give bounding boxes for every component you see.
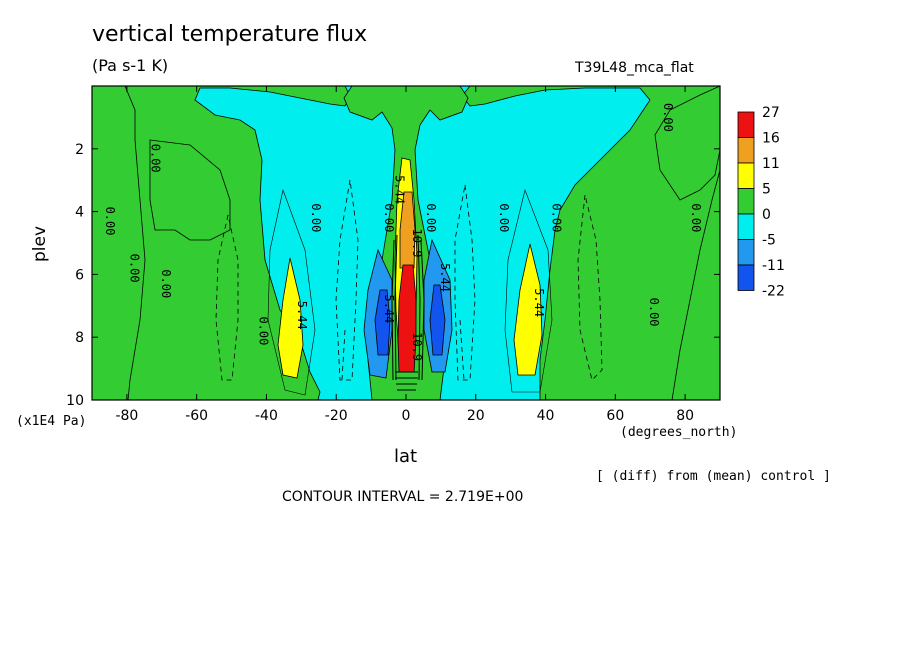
strong-negative-regions <box>374 284 446 356</box>
x-tick-label: 0 <box>402 408 411 424</box>
colorbar-swatch <box>737 213 755 240</box>
colorbar-level-label: -22 <box>762 284 785 300</box>
contour-label: 0.00 <box>550 203 564 232</box>
contour-label: 0.00 <box>382 203 396 232</box>
colorbar-swatch <box>737 264 755 291</box>
contour-label: 0.00 <box>148 144 162 173</box>
contour-label: 5.44 <box>295 301 309 330</box>
contour-label: 0.00 <box>127 254 141 283</box>
contour-label: 10.9 <box>410 229 424 258</box>
colorbar-swatch <box>737 188 755 215</box>
x-tick-label: -20 <box>325 408 348 424</box>
contour-label: 0.00 <box>309 203 323 232</box>
colorbar-level-label: -11 <box>762 258 785 274</box>
x-tick-label: -80 <box>115 408 138 424</box>
x-axis-label: lat <box>394 446 418 467</box>
x-tick-label: 40 <box>537 408 555 424</box>
diff-note: [ (diff) from (mean) control ] <box>596 469 831 484</box>
y-tick-label: 10 <box>66 393 84 409</box>
x-ticks: -80 -60 -40 -20 0 20 40 60 80 <box>115 86 694 424</box>
colorbar-swatch <box>737 137 755 164</box>
orange-region <box>399 191 416 269</box>
colorbar-level-label: 11 <box>762 156 780 172</box>
dashed-contours <box>215 179 603 381</box>
equator-contour-lines <box>391 234 425 391</box>
contour-label: 0.00 <box>689 203 703 232</box>
x-tick-label: 60 <box>606 408 624 424</box>
chart-units: (Pa s-1 K) <box>92 56 169 75</box>
y-tick-label: 2 <box>75 142 84 158</box>
y-tick-label: 4 <box>75 205 84 221</box>
colorbar-swatch <box>737 239 755 266</box>
x-tick-label: -40 <box>255 408 278 424</box>
contour-label: 0.00 <box>661 103 675 132</box>
inner-contours <box>267 188 553 396</box>
x-tick-label: 80 <box>676 408 694 424</box>
colorbar: 27 16 11 5 0 -5 -11 -22 <box>737 105 785 300</box>
contour-label: 0.00 <box>424 203 438 232</box>
contour-label: 0.00 <box>256 316 270 345</box>
colorbar-level-label: 27 <box>762 105 780 121</box>
x-tick-label: 20 <box>467 408 485 424</box>
contour-label: 5.44 <box>393 175 407 204</box>
contour-label: 0.00 <box>497 203 511 232</box>
contour-label: 5.44 <box>532 288 546 317</box>
colorbar-level-label: 0 <box>762 207 771 223</box>
colorbar-swatch <box>737 111 755 138</box>
contour-interval: CONTOUR INTERVAL = 2.719E+00 <box>282 489 524 505</box>
chart-title: vertical temperature flux <box>92 22 368 47</box>
colorbar-swatch <box>737 162 755 189</box>
y-axis-units: (x1E4 Pa) <box>16 414 87 429</box>
contour-label: 0.00 <box>103 207 117 236</box>
x-tick-label: -60 <box>185 408 208 424</box>
colorbar-level-label: -5 <box>762 233 776 249</box>
colorbar-level-label: 16 <box>762 131 780 147</box>
x-axis-units: (degrees_north) <box>620 425 738 440</box>
y-tick-label: 8 <box>75 330 84 346</box>
y-tick-label: 6 <box>75 267 84 283</box>
contour-label: 0.00 <box>647 298 661 327</box>
colorbar-level-label: 5 <box>762 182 771 198</box>
contour-labels: 0.00 0.00 0.00 0.00 0.00 0.00 0.00 0.00 0.00 0.00… <box>103 103 703 361</box>
contour-label: 10.9 <box>410 332 424 361</box>
contour-label: 0.00 <box>159 269 173 298</box>
y-ticks: 2 4 6 8 10 <box>66 142 720 409</box>
run-label: T39L48_mca_flat <box>575 60 694 76</box>
contour-label: 5.44 <box>382 294 396 323</box>
contour-label: 5.44 <box>438 263 452 292</box>
